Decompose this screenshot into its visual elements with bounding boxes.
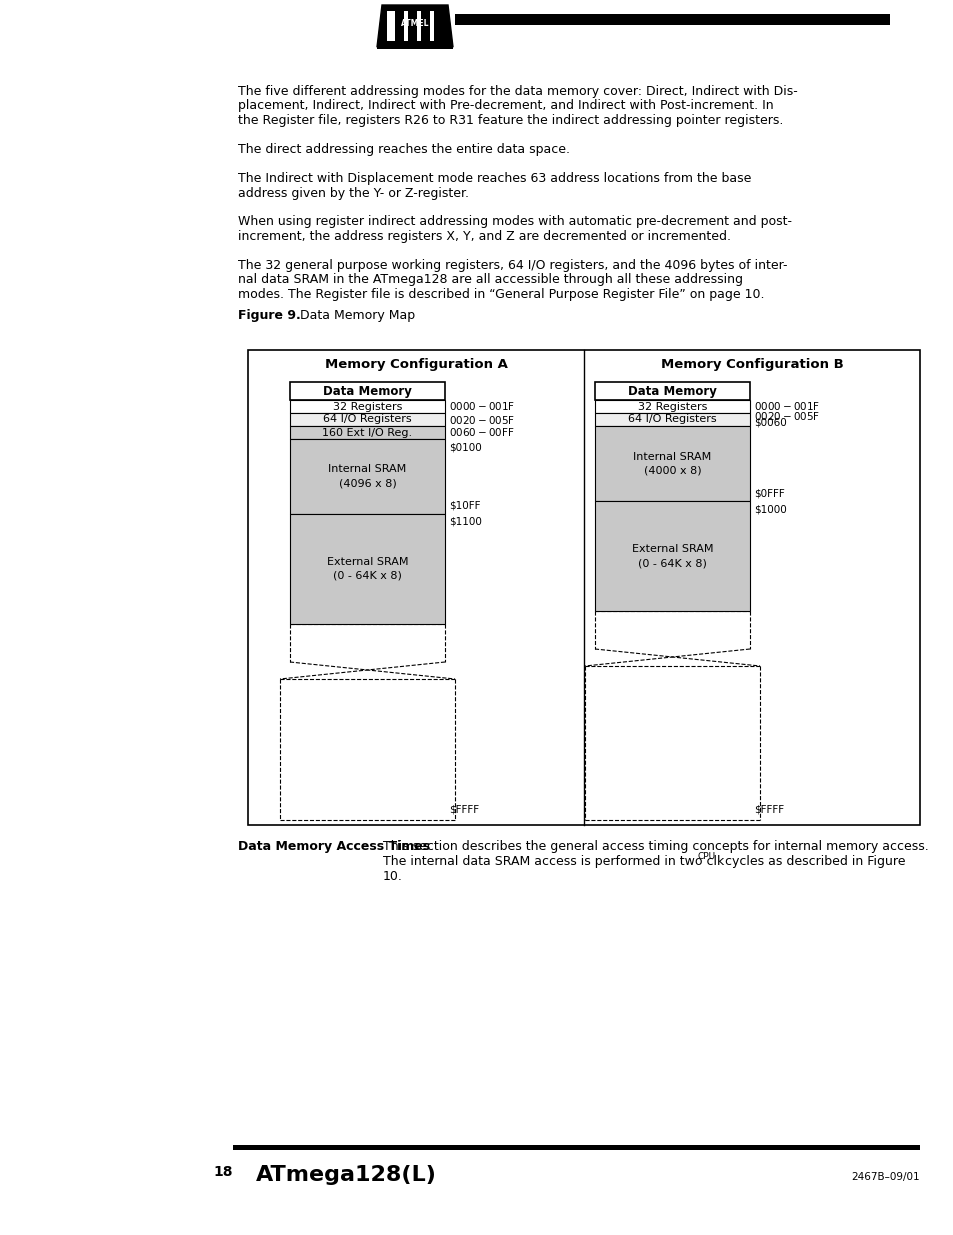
Text: 10.: 10. [382, 869, 402, 883]
Text: $0060: $0060 [753, 417, 786, 427]
Bar [395, 11, 403, 43]
Bar [387, 11, 442, 43]
Text: (0 - 64K x 8): (0 - 64K x 8) [333, 571, 401, 580]
Text: The five different addressing modes for the data memory cover: Direct, Indirect : The five different addressing modes for … [237, 85, 797, 98]
Text: 64 I/O Registers: 64 I/O Registers [323, 415, 412, 425]
Text: Data Memory Access Times: Data Memory Access Times [237, 840, 430, 853]
Text: $0020 - $005F: $0020 - $005F [449, 414, 515, 426]
Text: $1100: $1100 [449, 517, 481, 527]
Text: Memory Configuration B: Memory Configuration B [659, 358, 842, 370]
Bar [595, 426, 749, 501]
Text: External SRAM: External SRAM [327, 557, 408, 567]
Bar [290, 400, 444, 412]
Text: $0020 - $005F: $0020 - $005F [753, 410, 820, 422]
Bar [455, 14, 889, 25]
Text: modes. The Register file is described in “General Purpose Register File” on page: modes. The Register file is described in… [237, 288, 763, 301]
Text: The internal data SRAM access is performed in two clk: The internal data SRAM access is perform… [382, 855, 723, 868]
Text: Internal SRAM: Internal SRAM [633, 452, 711, 462]
Text: nal data SRAM in the ATmega128 are all accessible through all these addressing: nal data SRAM in the ATmega128 are all a… [237, 273, 742, 287]
Bar [290, 514, 444, 624]
Text: The Indirect with Displacement mode reaches 63 address locations from the base: The Indirect with Displacement mode reac… [237, 172, 751, 185]
Bar [290, 382, 444, 400]
Bar [376, 41, 453, 49]
Text: 18: 18 [213, 1165, 233, 1179]
Text: $0000 - $001F: $0000 - $001F [753, 400, 820, 412]
Text: External SRAM: External SRAM [631, 543, 713, 555]
Text: The direct addressing reaches the entire data space.: The direct addressing reaches the entire… [237, 143, 569, 156]
Text: the Register file, registers R26 to R31 feature the indirect addressing pointer : the Register file, registers R26 to R31 … [237, 114, 782, 127]
Text: (0 - 64K x 8): (0 - 64K x 8) [638, 558, 706, 568]
Bar [595, 501, 749, 611]
Text: Data Memory: Data Memory [627, 384, 717, 398]
Text: placement, Indirect, Indirect with Pre-decrement, and Indirect with Post-increme: placement, Indirect, Indirect with Pre-d… [237, 100, 773, 112]
Text: 2467B–09/01: 2467B–09/01 [850, 1172, 919, 1182]
Bar [290, 426, 444, 438]
Text: Data Memory Map: Data Memory Map [292, 309, 415, 321]
Bar [233, 1145, 919, 1150]
Text: Internal SRAM: Internal SRAM [328, 464, 406, 474]
Text: $0100: $0100 [449, 442, 481, 452]
Text: $FFFF: $FFFF [449, 805, 478, 815]
Text: $0000 - $001F: $0000 - $001F [449, 400, 515, 412]
Text: $0FFF: $0FFF [753, 488, 784, 498]
Text: 32 Registers: 32 Registers [638, 401, 706, 411]
Text: 32 Registers: 32 Registers [333, 401, 402, 411]
Text: Figure 9.: Figure 9. [237, 309, 300, 321]
Text: ATMEL: ATMEL [400, 20, 429, 28]
Polygon shape [376, 5, 453, 47]
Text: $1000: $1000 [753, 504, 786, 514]
Bar [408, 11, 416, 43]
Text: This section describes the general access timing concepts for internal memory ac: This section describes the general acces… [382, 840, 928, 853]
Text: address given by the Y- or Z-register.: address given by the Y- or Z-register. [237, 186, 469, 200]
Bar [290, 412, 444, 426]
Text: 160 Ext I/O Reg.: 160 Ext I/O Reg. [322, 427, 412, 437]
Text: Memory Configuration A: Memory Configuration A [324, 358, 507, 370]
Text: The 32 general purpose working registers, 64 I/O registers, and the 4096 bytes o: The 32 general purpose working registers… [237, 259, 786, 272]
Bar [248, 350, 919, 825]
Text: (4096 x 8): (4096 x 8) [338, 478, 395, 489]
Bar [420, 11, 430, 43]
Text: (4000 x 8): (4000 x 8) [643, 466, 700, 475]
Text: $0060 - $00FF: $0060 - $00FF [449, 426, 514, 438]
Bar [595, 382, 749, 400]
Text: 64 I/O Registers: 64 I/O Registers [627, 415, 716, 425]
Text: ATmega128(L): ATmega128(L) [255, 1165, 436, 1186]
Text: increment, the address registers X, Y, and Z are decremented or incremented.: increment, the address registers X, Y, a… [237, 230, 730, 243]
Text: When using register indirect addressing modes with automatic pre-decrement and p: When using register indirect addressing … [237, 215, 791, 228]
Text: $10FF: $10FF [449, 501, 480, 511]
Text: cycles as described in Figure: cycles as described in Figure [720, 855, 904, 868]
Bar [595, 400, 749, 412]
Text: CPU: CPU [698, 852, 716, 861]
Bar [434, 11, 442, 43]
Text: Data Memory: Data Memory [323, 384, 412, 398]
Text: $FFFF: $FFFF [753, 805, 783, 815]
Bar [595, 412, 749, 426]
Bar [290, 438, 444, 514]
